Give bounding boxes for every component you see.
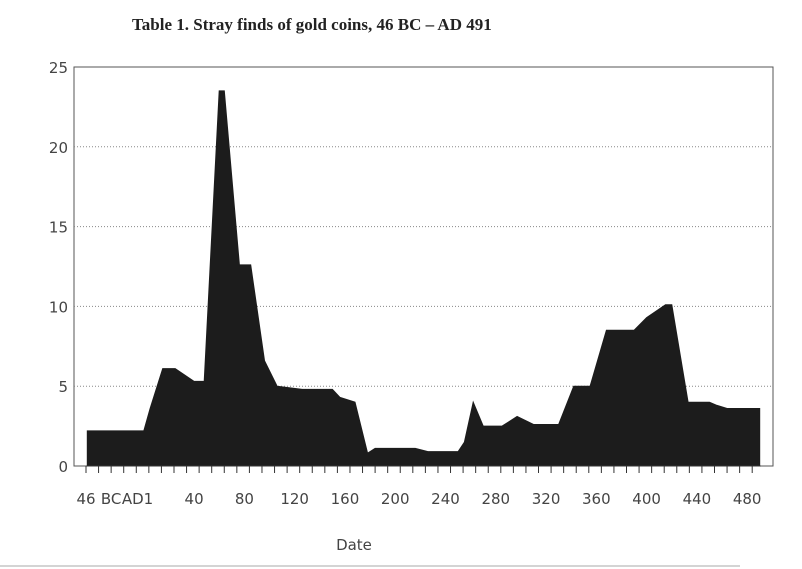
series-layer <box>86 90 761 467</box>
x-axis-title: Date <box>336 536 372 554</box>
x-tick-label-9: 280 <box>481 490 510 508</box>
x-tick-label-5: 120 <box>280 490 309 508</box>
x-tick-label-0: 46 <box>76 490 95 508</box>
x-tick-label-3: 40 <box>185 490 204 508</box>
y-tick-label-5: 5 <box>58 378 68 396</box>
series-area <box>86 90 761 467</box>
y-tick-label-10: 10 <box>49 298 68 316</box>
x-axis: 46 BC AD1 40 80 120 160 200 240 280 320 360 400 440 48… <box>76 465 762 508</box>
x-tick-label-1: BC <box>101 490 122 508</box>
x-tick-label-14: 480 <box>733 490 762 508</box>
x-tick-label-2: AD1 <box>122 490 153 508</box>
y-axis: 0 5 10 15 20 25 <box>49 59 68 476</box>
x-tick-label-4: 80 <box>235 490 254 508</box>
x-tick-label-11: 360 <box>582 490 611 508</box>
x-tick-label-12: 400 <box>632 490 661 508</box>
y-tick-label-15: 15 <box>49 219 68 237</box>
x-tick-label-10: 320 <box>532 490 561 508</box>
y-tick-label-20: 20 <box>49 139 68 157</box>
y-tick-label-0: 0 <box>58 458 68 476</box>
chart-title: Table 1. Stray finds of gold coins, 46 B… <box>132 15 492 34</box>
x-tick-label-13: 440 <box>683 490 712 508</box>
x-tick-label-6: 160 <box>331 490 360 508</box>
x-tick-label-7: 200 <box>381 490 410 508</box>
y-tick-label-25: 25 <box>49 59 68 77</box>
x-tick-label-8: 240 <box>431 490 460 508</box>
